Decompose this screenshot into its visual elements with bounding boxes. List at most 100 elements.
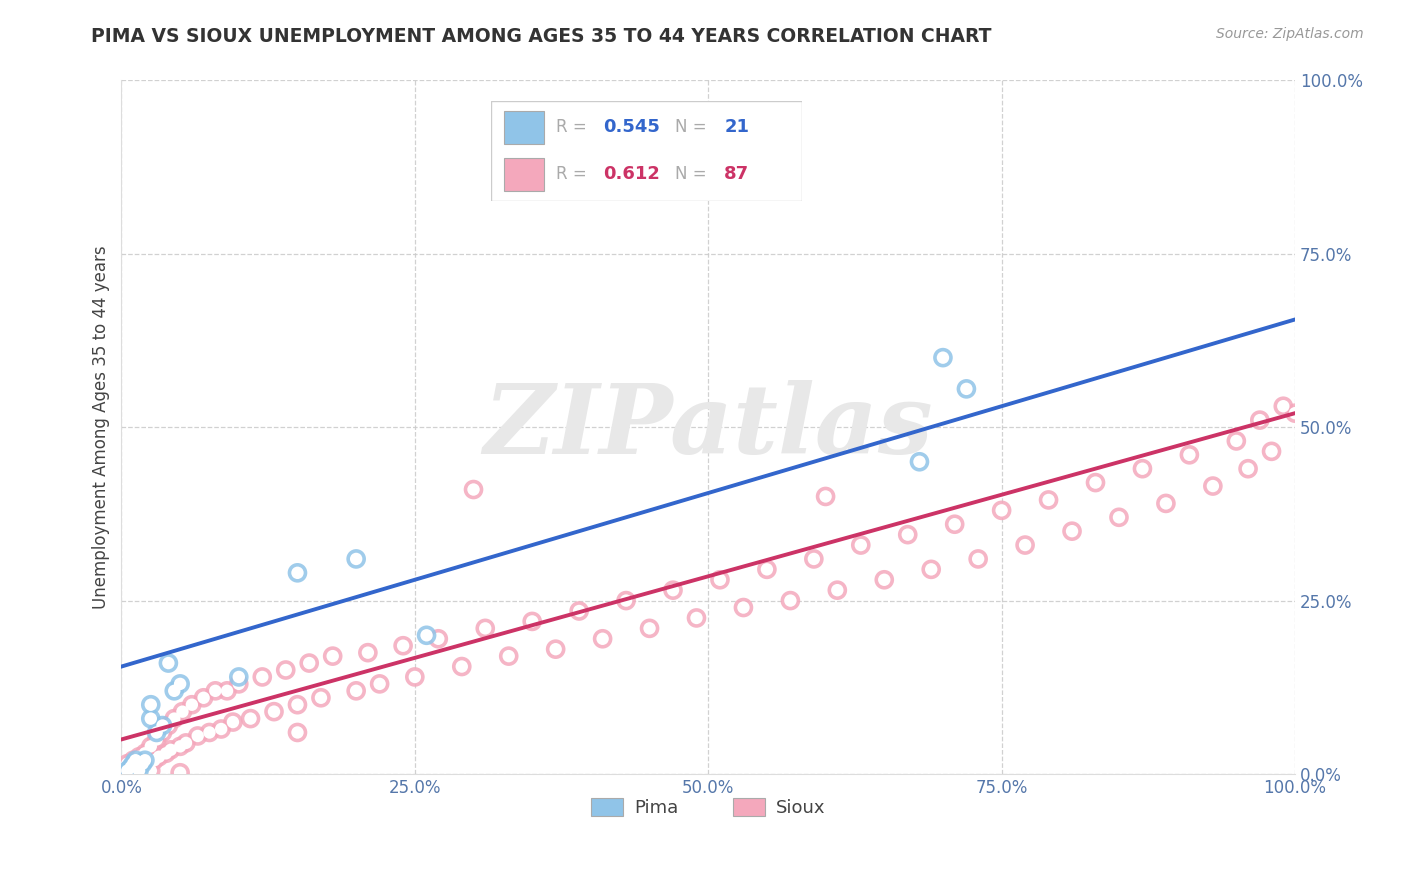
Point: [174, 736, 197, 750]
Point: [157, 656, 180, 670]
Point: [967, 552, 990, 566]
Point: [187, 729, 209, 743]
Point: [193, 690, 215, 705]
Point: [228, 670, 250, 684]
Point: [404, 670, 426, 684]
Point: [187, 729, 209, 743]
Point: [239, 712, 262, 726]
Point: [287, 698, 309, 712]
Point: [120, 760, 142, 774]
Point: [344, 683, 367, 698]
Point: [287, 725, 309, 739]
Point: [568, 604, 591, 618]
Point: [685, 611, 707, 625]
Point: [967, 552, 990, 566]
Point: [139, 739, 162, 754]
Point: [163, 712, 186, 726]
Point: [1014, 538, 1036, 552]
Y-axis label: Unemployment Among Ages 35 to 44 years: Unemployment Among Ages 35 to 44 years: [93, 245, 110, 609]
Point: [252, 670, 274, 684]
Point: [908, 455, 931, 469]
Point: [392, 639, 415, 653]
Point: [287, 698, 309, 712]
Point: [1084, 475, 1107, 490]
Point: [568, 604, 591, 618]
Point: [498, 649, 520, 664]
Point: [1202, 479, 1225, 493]
Point: [287, 566, 309, 580]
Point: [463, 483, 485, 497]
Point: [180, 698, 202, 712]
Point: [215, 683, 238, 698]
Point: [908, 455, 931, 469]
Point: [955, 382, 977, 396]
Point: [1237, 461, 1260, 475]
Point: [274, 663, 297, 677]
Point: [159, 743, 181, 757]
Point: [1272, 399, 1295, 413]
Point: [638, 621, 661, 635]
Point: [155, 747, 177, 761]
Point: [122, 753, 145, 767]
Point: [263, 705, 285, 719]
Point: [755, 562, 778, 576]
Point: [139, 712, 162, 726]
Point: [1249, 413, 1271, 427]
Point: [322, 649, 344, 664]
Point: [1014, 538, 1036, 552]
Point: [827, 583, 849, 598]
Point: [474, 621, 496, 635]
Point: [1249, 413, 1271, 427]
Point: [344, 552, 367, 566]
Point: [709, 573, 731, 587]
Point: [849, 538, 872, 552]
Point: [873, 573, 896, 587]
Point: [662, 583, 685, 598]
Point: [169, 765, 191, 780]
Point: [873, 573, 896, 587]
Point: [193, 690, 215, 705]
Point: [159, 743, 181, 757]
Point: [209, 722, 232, 736]
Point: [117, 756, 139, 771]
Point: [169, 739, 191, 754]
Point: [544, 642, 567, 657]
Point: [122, 756, 145, 771]
Point: [709, 573, 731, 587]
Legend: Pima, Sioux: Pima, Sioux: [583, 790, 832, 824]
Point: [1108, 510, 1130, 524]
Point: [755, 562, 778, 576]
Point: [827, 583, 849, 598]
Point: [239, 712, 262, 726]
Point: [145, 732, 167, 747]
Point: [172, 705, 194, 719]
Point: [803, 552, 825, 566]
Point: [415, 628, 437, 642]
Point: [143, 753, 166, 767]
Point: [152, 725, 174, 739]
Point: [943, 517, 966, 532]
Point: [124, 753, 146, 767]
Point: [392, 639, 415, 653]
Point: [139, 712, 162, 726]
Point: [1237, 461, 1260, 475]
Point: [172, 705, 194, 719]
Point: [128, 749, 150, 764]
Point: [169, 677, 191, 691]
Point: [287, 566, 309, 580]
Point: [309, 690, 332, 705]
Point: [814, 490, 837, 504]
Point: [139, 698, 162, 712]
Point: [145, 725, 167, 739]
Point: [404, 670, 426, 684]
Point: [131, 756, 153, 771]
Point: [733, 600, 755, 615]
Point: [120, 764, 142, 778]
Point: [117, 756, 139, 771]
Point: [169, 677, 191, 691]
Point: [474, 621, 496, 635]
Point: [228, 677, 250, 691]
Point: [1132, 461, 1154, 475]
Point: [733, 600, 755, 615]
Point: [357, 646, 380, 660]
